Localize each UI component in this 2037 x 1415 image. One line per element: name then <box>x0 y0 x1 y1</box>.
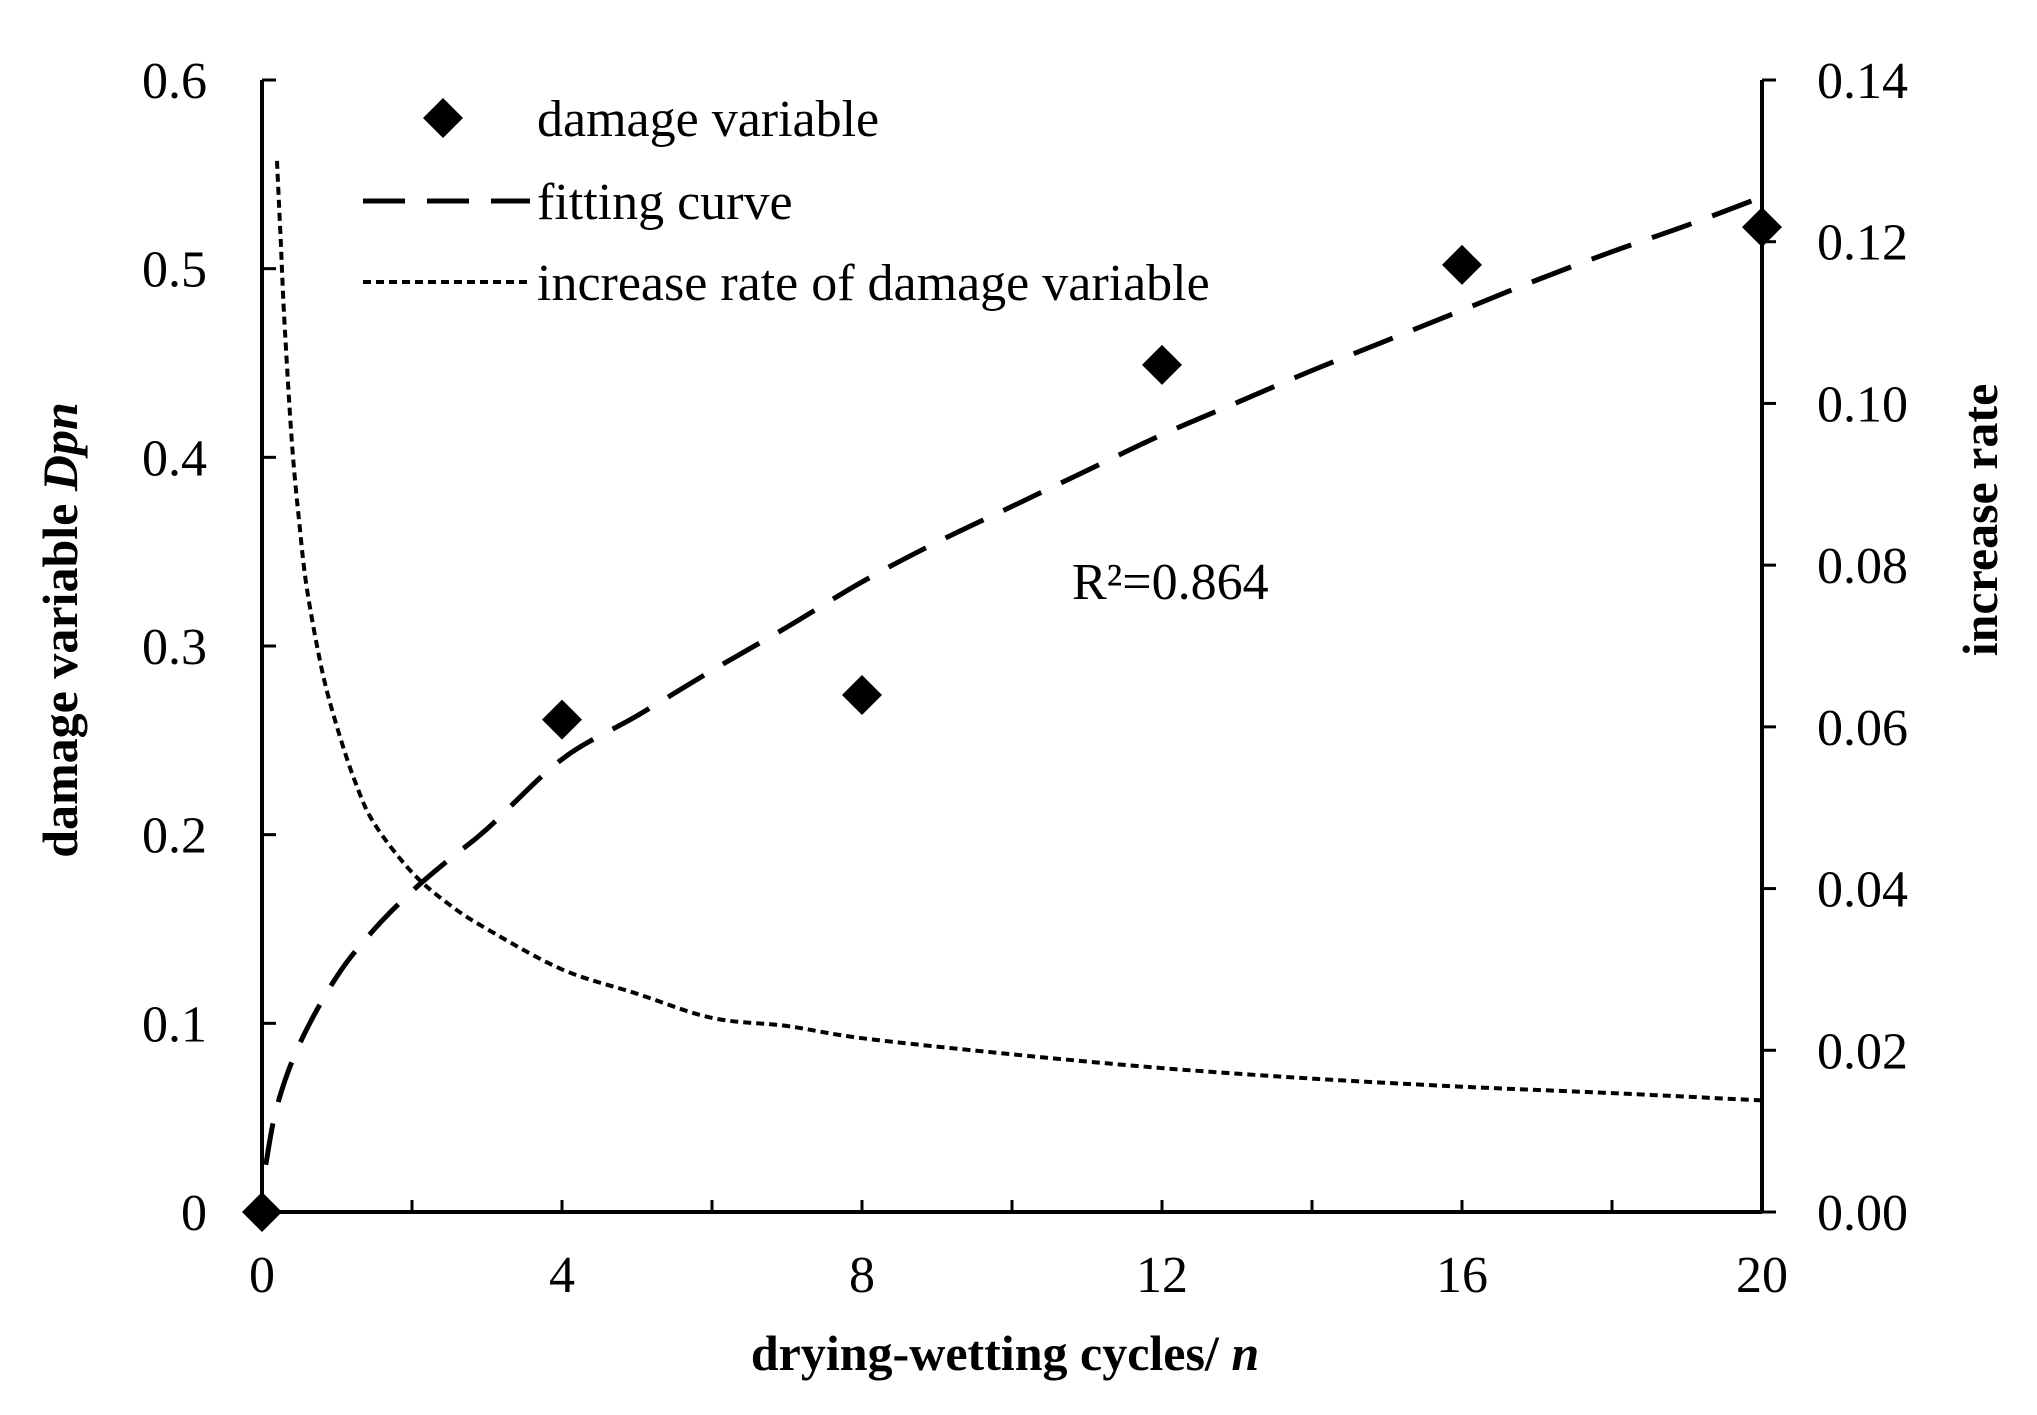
y2-tick-label: 0.14 <box>1817 53 1908 110</box>
legend-label-increase-rate: increase rate of damage variable <box>537 255 1210 312</box>
y-tick-label: 0.3 <box>142 619 207 676</box>
x-tick-label: 4 <box>549 1247 575 1304</box>
x-tick-label: 12 <box>1136 1247 1188 1304</box>
y2-tick-label: 0.00 <box>1817 1185 1908 1242</box>
y2-tick-label: 0.12 <box>1817 215 1908 272</box>
y-tick-label: 0.4 <box>142 430 207 487</box>
x-axis-title: drying-wetting cycles/ n <box>751 1325 1259 1381</box>
y2-tick-label: 0.02 <box>1817 1023 1908 1080</box>
x-tick-label: 8 <box>849 1247 875 1304</box>
damage-variable-point <box>1742 207 1782 248</box>
damage-variable-point <box>242 1192 282 1232</box>
damage-variable-point <box>1142 344 1182 385</box>
x-tick-label: 0 <box>249 1247 275 1304</box>
y2-tick-label: 0.10 <box>1817 376 1908 433</box>
y-axis-title: damage variable Dpn <box>32 402 88 858</box>
y-tick-label: 0.5 <box>142 242 207 299</box>
y2-tick-label: 0.06 <box>1817 700 1908 757</box>
y2-axis-title: increase rate <box>1952 384 2008 657</box>
increase-rate-line <box>275 160 1763 1103</box>
y-tick-label: 0 <box>181 1185 207 1242</box>
r-squared-annotation: R²=0.864 <box>1072 554 1269 611</box>
damage-variable-point <box>542 699 582 740</box>
y-axis-title-var: Dpn <box>32 402 88 492</box>
y-tick-label: 0.6 <box>142 53 207 110</box>
y-tick-label: 0.1 <box>142 996 207 1053</box>
y-tick-label: 0.2 <box>142 808 207 865</box>
plot-lines <box>263 160 1763 1166</box>
legend-diamond-marker <box>423 98 463 138</box>
y2-tick-label: 0.08 <box>1817 538 1908 595</box>
legend-label-fitting-curve: fitting curve <box>537 174 793 231</box>
ticks: 0 4 8 12 16 20 0 0.1 0.2 0.3 0.4 0.5 0.6 0.00 0.02 0.04… <box>142 53 1908 1304</box>
legend: damage variable fitting curve increase r… <box>363 91 1210 312</box>
x-axis-title-var: n <box>1231 1325 1259 1381</box>
markers <box>242 207 1782 1232</box>
damage-variable-point <box>842 675 882 716</box>
damage-variable-point <box>1442 244 1482 285</box>
legend-label-damage-variable: damage variable <box>537 91 879 148</box>
x-tick-label: 20 <box>1736 1247 1788 1304</box>
y2-tick-label: 0.04 <box>1817 862 1908 919</box>
x-tick-label: 16 <box>1436 1247 1488 1304</box>
fitting-curve-line <box>263 194 1763 1166</box>
